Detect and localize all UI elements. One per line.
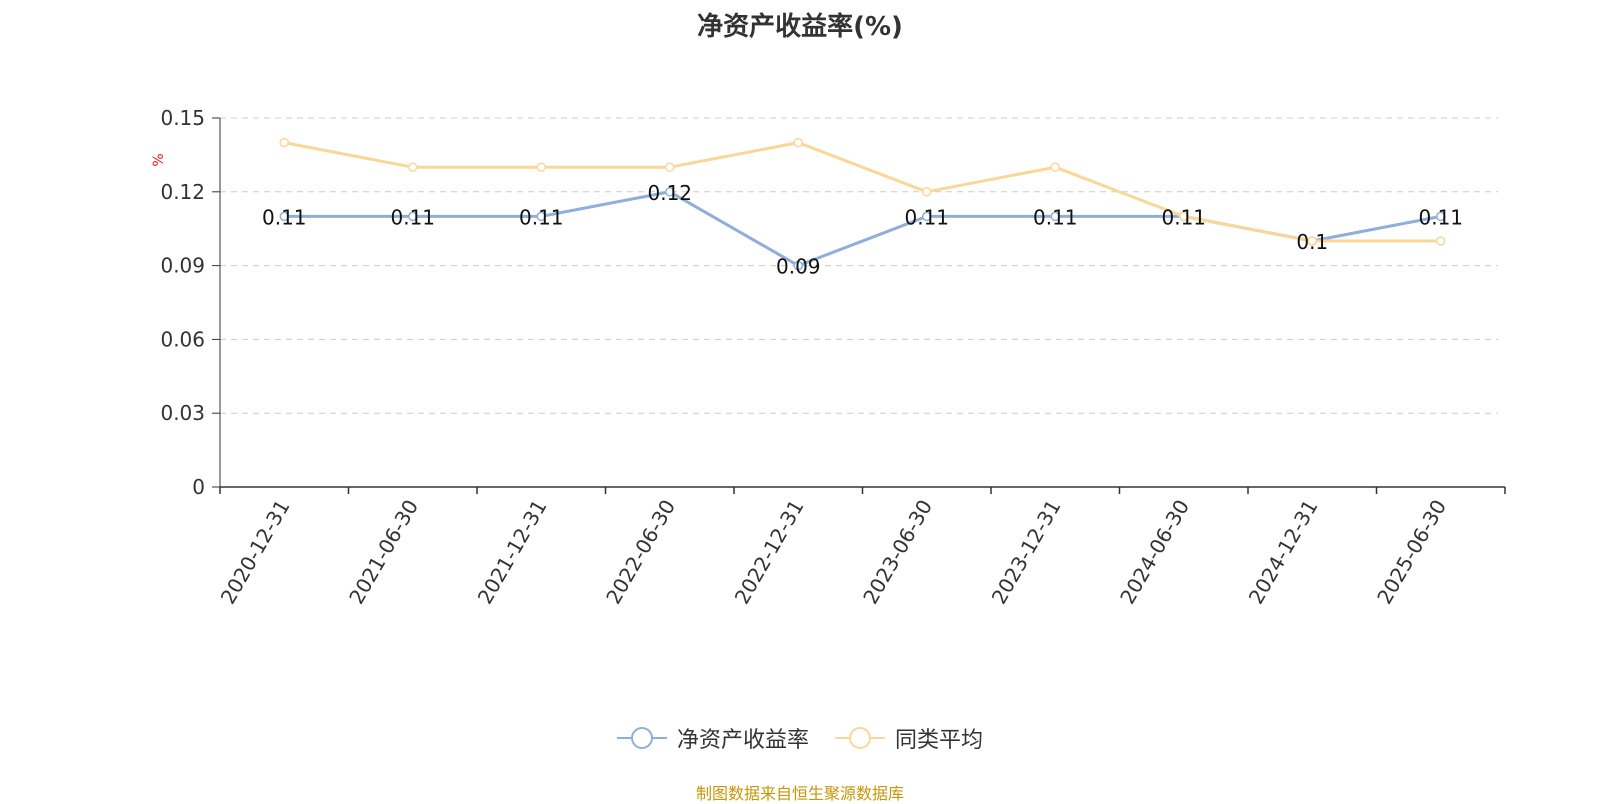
x-tick-label: 2022-06-30 (601, 496, 680, 609)
series-line (283, 141, 1441, 243)
data-point (279, 137, 289, 148)
x-tick-label: 2024-06-30 (1115, 496, 1194, 609)
y-tick-label: 0.09 (160, 254, 205, 278)
x-tick-label: 2025-06-30 (1372, 496, 1451, 609)
data-label: 0.11 (390, 205, 435, 229)
data-label: 0.11 (904, 205, 949, 229)
data-point (1050, 211, 1060, 222)
source-note: 制图数据来自恒生聚源数据库 (695, 784, 904, 803)
data-point (408, 162, 418, 172)
x-tick-label: 2023-12-31 (987, 496, 1066, 609)
data-point (793, 137, 803, 148)
data-point (922, 211, 932, 222)
data-label: 0.11 (262, 205, 307, 229)
data-label: 0.11 (519, 205, 564, 229)
data-point (665, 187, 675, 197)
data-point (793, 260, 803, 271)
data-point (536, 211, 546, 222)
series-line (284, 190, 1442, 268)
legend-marker-icon (835, 727, 885, 749)
data-label: 0.11 (1418, 205, 1463, 229)
series-lines (279, 137, 1446, 271)
grid-lines (220, 117, 1498, 414)
data-label: 0.1 (1296, 230, 1328, 254)
y-axis-label: % (151, 153, 167, 166)
legend-marker-icon (616, 727, 667, 749)
legend-item-series-1[interactable]: 净资产收益率 (616, 722, 809, 754)
data-point (279, 211, 289, 222)
data-point (1307, 236, 1317, 246)
y-tick-label: 0 (192, 475, 205, 499)
data-point (536, 162, 546, 172)
x-tick-label: 2020-12-31 (216, 496, 295, 609)
y-tick-label: 0.12 (160, 180, 205, 204)
axes: 0 0.03 0.06 0.09 0.12 0.15 2020-12-31 2021-06-3… (160, 106, 1506, 609)
x-tick-label: 2022-12-31 (730, 496, 809, 609)
chart-title: 净资产收益率(%) (697, 12, 903, 42)
x-tick-label: 2024-12-31 (1244, 496, 1323, 609)
legend-label: 同类平均 (895, 728, 984, 753)
legend-item-series-2[interactable]: 同类平均 (835, 722, 983, 754)
data-label: 0.12 (647, 181, 692, 205)
data-point (1436, 211, 1446, 222)
data-point (1179, 211, 1189, 222)
data-label: 0.09 (776, 255, 821, 279)
data-labels: 0.11 0.11 0.11 0.12 0.09 0.11 0.11 0.11 0.1 0.11 (262, 181, 1463, 279)
data-label: 0.11 (1161, 205, 1206, 229)
data-label: 0.11 (1033, 205, 1078, 229)
legend: 净资产收益率 同类平均 (0, 722, 1600, 754)
y-tick-label: 0.06 (160, 327, 205, 351)
data-point (1436, 236, 1446, 246)
x-tick-label: 2023-06-30 (858, 496, 937, 609)
x-tick-label: 2021-06-30 (344, 496, 423, 609)
data-point (1050, 162, 1060, 172)
legend-label: 净资产收益率 (676, 728, 809, 753)
y-tick-label: 0.03 (160, 401, 205, 425)
y-tick-label: 0.15 (160, 106, 205, 130)
data-point (922, 187, 932, 197)
data-point (665, 162, 675, 172)
x-tick-label: 2021-12-31 (473, 496, 552, 609)
data-point (408, 211, 418, 222)
